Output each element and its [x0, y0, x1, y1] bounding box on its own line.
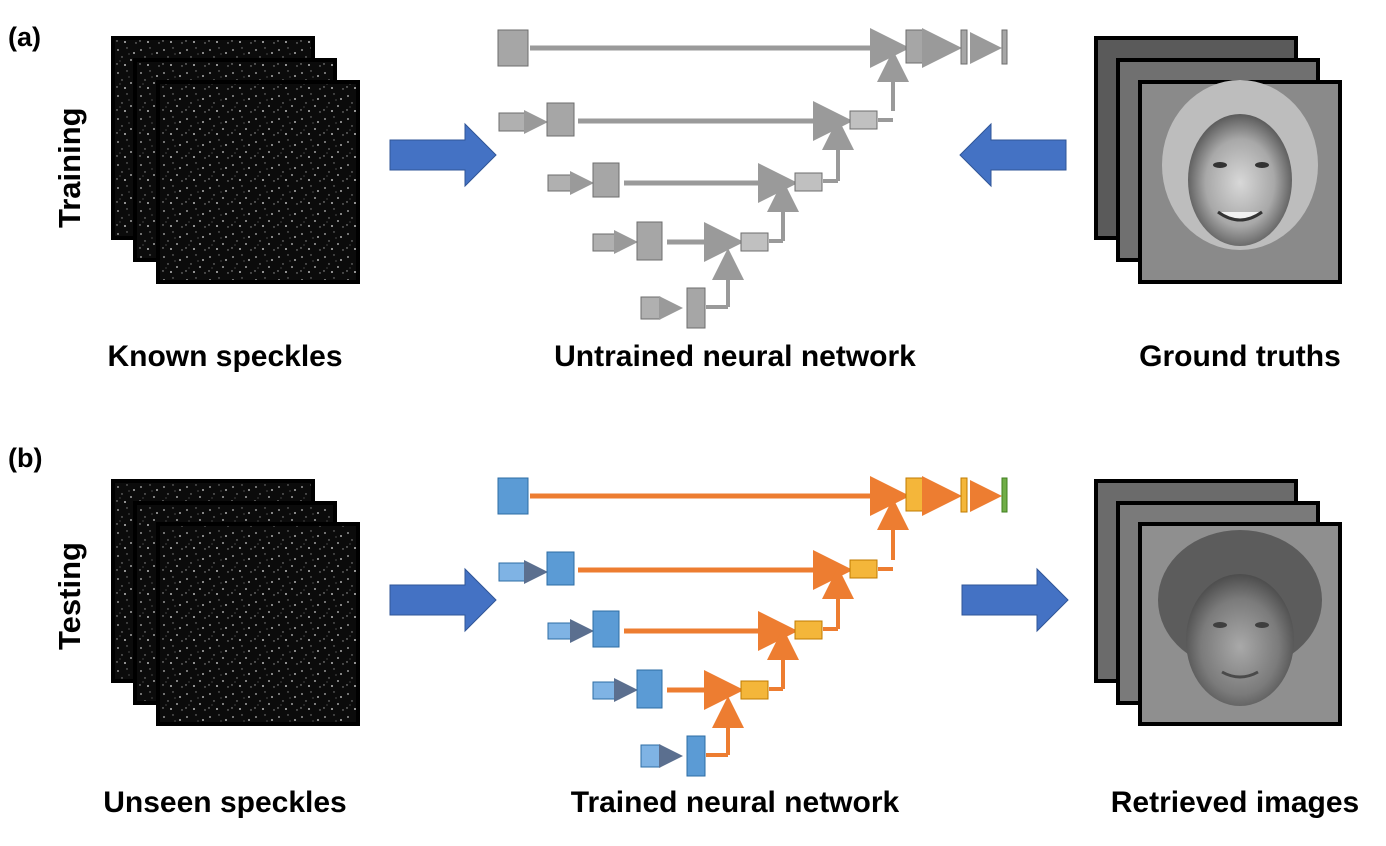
feature-block — [636, 221, 663, 261]
feature-block — [960, 29, 968, 65]
feature-block — [592, 610, 620, 648]
feature-block — [849, 110, 878, 130]
feature-block — [547, 174, 575, 192]
arrow-right-icon — [389, 567, 497, 633]
feature-block — [636, 669, 663, 709]
output-block — [1001, 477, 1008, 513]
arrow-left-icon — [959, 122, 1067, 188]
feature-block — [905, 29, 925, 64]
caption-known-speckles: Known speckles — [107, 340, 343, 373]
caption-untrained-network: Untrained neural network — [554, 340, 916, 373]
feature-block — [592, 162, 620, 198]
feature-block — [794, 620, 823, 640]
speckle-frame-front — [156, 522, 360, 726]
panel-a-label: (a) — [8, 22, 41, 52]
feature-block — [686, 735, 706, 777]
arrow-right-icon — [389, 122, 497, 188]
feature-block — [740, 680, 769, 700]
feature-block — [498, 112, 526, 132]
speckle-frame-front — [156, 80, 360, 284]
feature-block — [547, 622, 575, 640]
face-image-front — [1138, 522, 1342, 726]
unseen-speckles-stack — [111, 479, 360, 726]
feature-block — [794, 172, 823, 192]
feature-block — [686, 287, 706, 329]
feature-block — [740, 232, 769, 252]
feature-block — [640, 744, 661, 768]
feature-block — [592, 681, 620, 700]
caption-trained-network: Trained neural network — [570, 786, 900, 819]
known-speckles-stack — [111, 36, 360, 284]
feature-block — [497, 477, 529, 515]
ground-truths-stack — [1094, 36, 1342, 284]
feature-block — [546, 551, 575, 586]
feature-block — [849, 559, 878, 579]
face-image-front — [1138, 80, 1342, 284]
feature-block — [905, 477, 925, 512]
output-block — [1001, 29, 1008, 65]
feature-block — [497, 29, 529, 67]
arrow-right-icon — [961, 567, 1069, 633]
caption-retrieved-images: Retrieved images — [1110, 786, 1360, 819]
feature-block — [640, 296, 661, 320]
feature-block — [960, 477, 968, 513]
retrieved-images-stack — [1094, 479, 1342, 726]
caption-unseen-speckles: Unseen speckles — [103, 786, 347, 819]
feature-block — [498, 562, 526, 582]
trained-unet-diagram — [497, 476, 1008, 777]
feature-block — [592, 233, 620, 252]
panel-b-label: (b) — [8, 443, 43, 473]
feature-block — [546, 102, 575, 137]
untrained-unet-diagram — [497, 28, 1008, 329]
caption-ground-truths: Ground truths — [1139, 340, 1341, 373]
